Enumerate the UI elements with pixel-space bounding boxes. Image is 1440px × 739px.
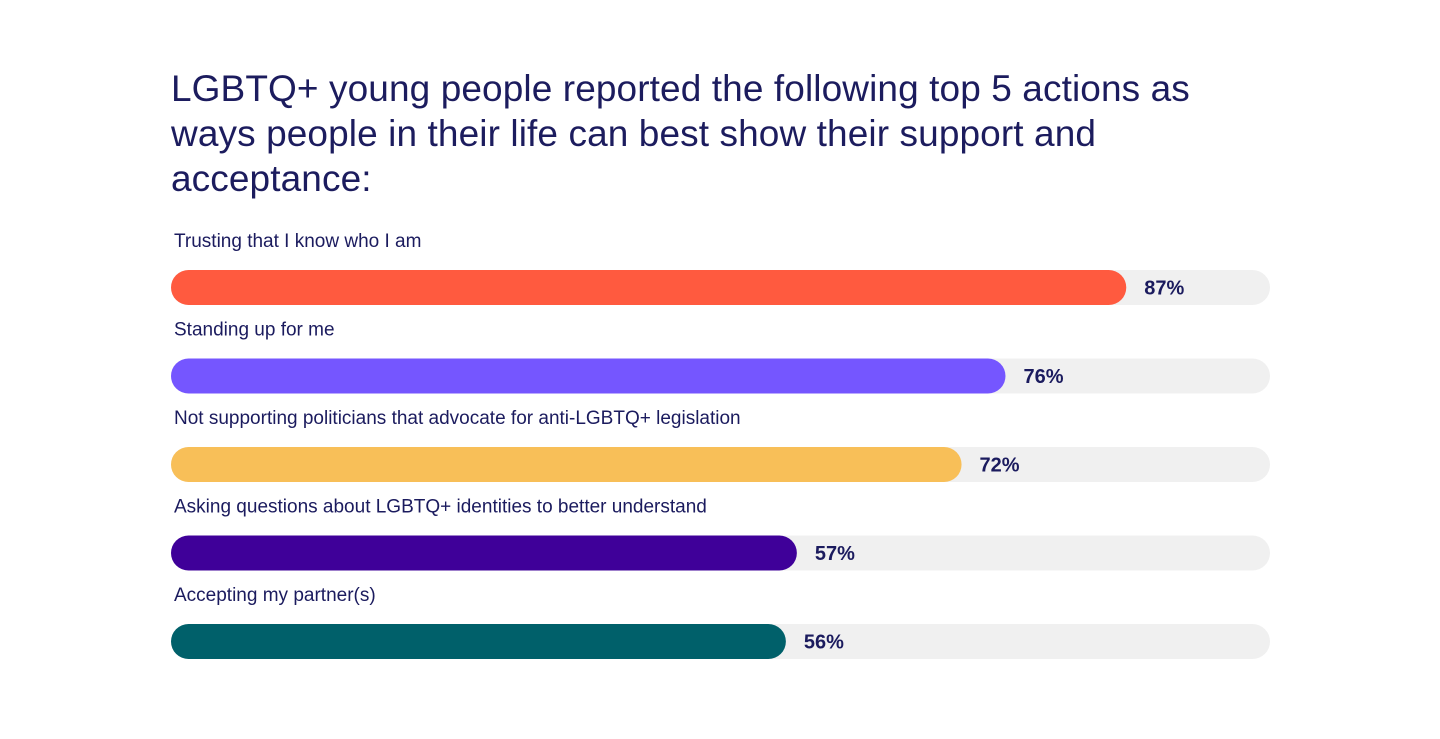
category-label: Not supporting politicians that advocate… [174,408,741,429]
bar [171,358,1006,394]
bar-row: Asking questions about LGBTQ+ identities… [171,497,1270,571]
bar-row: Trusting that I know who I am 87% [171,231,1270,305]
bar [171,447,962,482]
value-label: 76% [1023,366,1063,388]
category-label: Accepting my partner(s) [174,585,376,606]
category-label: Trusting that I know who I am [174,231,421,252]
value-label: 72% [980,455,1020,477]
bar [171,270,1127,305]
bar-row: Standing up for me 76% [171,320,1270,394]
category-label: Standing up for me [174,320,335,341]
value-label: 57% [815,543,855,565]
bar-row: Not supporting politicians that advocate… [171,408,1270,482]
category-label: Asking questions about LGBTQ+ identities… [174,497,707,518]
value-label: 56% [804,632,844,654]
value-label: 87% [1144,278,1184,300]
bar [171,624,786,659]
bar [171,535,797,571]
chart-title: LGBTQ+ young people reported the followi… [171,68,1190,199]
bar-row: Accepting my partner(s) 56% [171,585,1270,659]
